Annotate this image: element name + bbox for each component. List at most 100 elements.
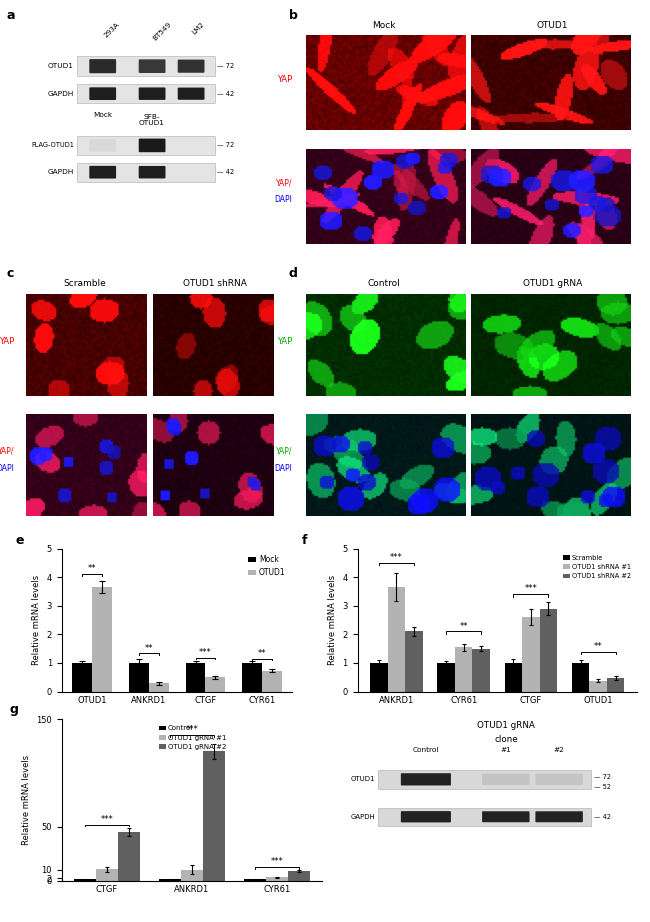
FancyBboxPatch shape xyxy=(138,59,166,73)
Text: DAPI: DAPI xyxy=(274,195,292,204)
Text: ***: *** xyxy=(390,553,403,562)
Bar xyxy=(473,649,490,692)
Bar xyxy=(92,587,112,692)
Text: OTUD1 gRNA: OTUD1 gRNA xyxy=(523,279,582,288)
Legend: Control, OTUD1 gRNA #1, OTUD1 gRNA #2: Control, OTUD1 gRNA #1, OTUD1 gRNA #2 xyxy=(156,723,229,753)
FancyBboxPatch shape xyxy=(536,811,583,822)
FancyBboxPatch shape xyxy=(177,88,205,100)
Y-axis label: Relative mRNA levels: Relative mRNA levels xyxy=(21,755,31,845)
Text: ***: *** xyxy=(100,815,113,823)
Bar xyxy=(378,808,591,826)
Y-axis label: Relative mRNA levels: Relative mRNA levels xyxy=(328,575,337,665)
Text: YAP/: YAP/ xyxy=(276,179,292,187)
Text: YAP: YAP xyxy=(277,337,292,346)
Text: 293A: 293A xyxy=(103,21,120,39)
Text: DAPI: DAPI xyxy=(0,464,14,473)
Text: YAP/: YAP/ xyxy=(0,446,14,455)
Text: YAP: YAP xyxy=(277,75,292,84)
Bar xyxy=(96,869,118,881)
Bar xyxy=(540,609,557,692)
Bar xyxy=(186,663,205,692)
FancyBboxPatch shape xyxy=(482,774,530,785)
Text: **: ** xyxy=(144,644,153,653)
Text: c: c xyxy=(6,266,14,279)
Text: **: ** xyxy=(594,643,603,651)
Text: **: ** xyxy=(88,564,96,573)
Text: **: ** xyxy=(460,621,468,631)
FancyBboxPatch shape xyxy=(89,59,116,73)
Text: — 72: — 72 xyxy=(217,64,235,69)
Text: Scramble: Scramble xyxy=(63,279,106,288)
Bar xyxy=(118,832,140,881)
Bar xyxy=(242,663,262,692)
Bar xyxy=(77,136,214,155)
Bar xyxy=(607,678,624,692)
FancyBboxPatch shape xyxy=(89,166,116,179)
Text: OTUD1: OTUD1 xyxy=(351,776,375,783)
Text: SFB-: SFB- xyxy=(144,114,161,121)
Y-axis label: Relative mRNA levels: Relative mRNA levels xyxy=(32,575,41,665)
Text: FLAG-OTUD1: FLAG-OTUD1 xyxy=(31,142,74,148)
Text: OTUD1 shRNA: OTUD1 shRNA xyxy=(183,279,246,288)
Bar xyxy=(205,677,226,692)
FancyBboxPatch shape xyxy=(177,60,205,73)
Text: GAPDH: GAPDH xyxy=(48,90,74,97)
Bar xyxy=(437,663,455,692)
Text: a: a xyxy=(6,9,15,22)
Text: — 72: — 72 xyxy=(593,774,610,780)
Bar xyxy=(522,617,540,692)
Bar xyxy=(288,870,310,881)
Text: b: b xyxy=(289,9,298,22)
Text: #2: #2 xyxy=(554,747,565,752)
Text: DAPI: DAPI xyxy=(274,464,292,473)
Text: OTUD1 gRNA: OTUD1 gRNA xyxy=(477,721,535,730)
Text: #1: #1 xyxy=(500,747,512,752)
Bar xyxy=(244,880,266,881)
FancyBboxPatch shape xyxy=(89,139,116,152)
Text: OTUD1: OTUD1 xyxy=(537,21,568,30)
Bar xyxy=(77,162,214,182)
Bar xyxy=(181,869,203,881)
Bar xyxy=(405,632,422,692)
Text: — 42: — 42 xyxy=(593,814,610,820)
FancyBboxPatch shape xyxy=(536,774,583,785)
Bar xyxy=(455,647,473,692)
Text: YAP: YAP xyxy=(0,337,14,346)
Bar xyxy=(72,663,92,692)
Text: — 72: — 72 xyxy=(217,142,235,148)
Bar xyxy=(129,663,149,692)
Text: — 42: — 42 xyxy=(217,170,235,175)
FancyBboxPatch shape xyxy=(401,811,451,822)
Text: Control: Control xyxy=(413,747,439,752)
Bar xyxy=(149,683,168,692)
FancyBboxPatch shape xyxy=(138,88,166,100)
Text: — 52: — 52 xyxy=(593,784,610,790)
Text: BT549: BT549 xyxy=(152,21,173,41)
Text: Control: Control xyxy=(367,279,400,288)
Legend: Scramble, OTUD1 shRNA #1, OTUD1 shRNA #2: Scramble, OTUD1 shRNA #1, OTUD1 shRNA #2 xyxy=(560,552,634,582)
Bar xyxy=(387,587,405,692)
Text: OTUD1: OTUD1 xyxy=(48,64,74,69)
Text: — 42: — 42 xyxy=(217,90,235,97)
Bar xyxy=(73,880,96,881)
Bar xyxy=(590,680,607,692)
Text: ***: *** xyxy=(270,857,283,866)
Bar xyxy=(203,751,225,881)
Bar xyxy=(504,663,522,692)
Bar xyxy=(572,663,590,692)
FancyBboxPatch shape xyxy=(401,774,451,786)
Text: ***: *** xyxy=(525,585,538,594)
Bar xyxy=(159,880,181,881)
Bar xyxy=(370,663,387,692)
Text: YAP/: YAP/ xyxy=(276,446,292,455)
FancyBboxPatch shape xyxy=(138,138,166,152)
Text: OTUD1: OTUD1 xyxy=(139,120,165,126)
Bar xyxy=(262,670,282,692)
Text: ***: *** xyxy=(199,648,212,656)
Text: e: e xyxy=(16,534,24,548)
Text: GAPDH: GAPDH xyxy=(48,170,74,175)
Text: d: d xyxy=(289,266,298,279)
Text: g: g xyxy=(10,703,19,716)
FancyBboxPatch shape xyxy=(89,88,116,100)
Text: **: ** xyxy=(258,649,266,657)
